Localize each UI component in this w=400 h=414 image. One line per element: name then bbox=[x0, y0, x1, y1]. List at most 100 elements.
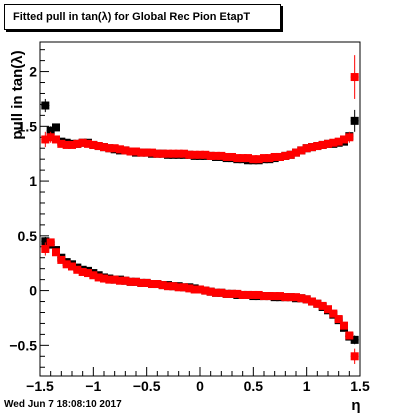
data-point bbox=[126, 147, 135, 156]
x-tick-label: −0.5 bbox=[133, 378, 161, 394]
data-point bbox=[292, 148, 300, 157]
data-point bbox=[233, 289, 242, 298]
data-point bbox=[180, 149, 188, 158]
data-point bbox=[185, 284, 194, 293]
data-point bbox=[340, 135, 348, 144]
data-point bbox=[84, 139, 92, 148]
data-point bbox=[89, 271, 98, 280]
x-tick-label: −1.5 bbox=[26, 378, 54, 394]
chart-title-box: Fitted pull in tan(λ) for Global Rec Pio… bbox=[4, 4, 281, 30]
data-point bbox=[137, 278, 146, 287]
data-point bbox=[276, 292, 284, 301]
data-point bbox=[169, 149, 178, 158]
data-point bbox=[142, 148, 151, 157]
data-point bbox=[94, 142, 103, 151]
data-point bbox=[302, 144, 311, 153]
data-point bbox=[324, 305, 332, 314]
data-point bbox=[206, 287, 215, 296]
data-point bbox=[350, 73, 359, 82]
data-point bbox=[158, 281, 167, 290]
data-point bbox=[116, 145, 124, 154]
data-point bbox=[270, 152, 279, 161]
data-point bbox=[217, 288, 226, 297]
x-tick-label: 0 bbox=[196, 378, 204, 394]
x-tick-label: 0.5 bbox=[244, 378, 264, 394]
data-point bbox=[345, 133, 354, 142]
data-point bbox=[110, 275, 119, 284]
data-point bbox=[334, 315, 343, 324]
data-point bbox=[94, 273, 103, 282]
data-point bbox=[180, 283, 188, 292]
data-point bbox=[62, 140, 71, 149]
data-point bbox=[78, 138, 87, 147]
data-point bbox=[244, 154, 252, 163]
data-point bbox=[244, 290, 252, 299]
data-point bbox=[62, 260, 71, 269]
data-point bbox=[329, 309, 338, 318]
data-point bbox=[222, 289, 231, 298]
data-point bbox=[121, 276, 130, 285]
data-series bbox=[41, 55, 359, 164]
data-point bbox=[52, 248, 60, 257]
data-point bbox=[41, 244, 50, 253]
y-tick-label: 1.5 bbox=[18, 118, 38, 134]
data-point bbox=[73, 265, 82, 274]
data-point bbox=[68, 262, 76, 271]
data-point bbox=[308, 143, 316, 152]
data-point bbox=[206, 151, 215, 160]
data-point bbox=[158, 149, 167, 158]
data-point bbox=[201, 286, 210, 295]
data-point bbox=[308, 297, 316, 306]
data-point bbox=[350, 116, 359, 125]
data-point bbox=[41, 237, 50, 246]
data-point bbox=[126, 277, 135, 286]
y-tick-label: 1 bbox=[29, 173, 37, 189]
data-point bbox=[132, 277, 140, 286]
data-point bbox=[153, 149, 162, 158]
data-point bbox=[217, 151, 226, 160]
data-point bbox=[174, 149, 183, 158]
data-point bbox=[105, 275, 114, 284]
data-point bbox=[201, 150, 210, 159]
data-point bbox=[185, 150, 194, 159]
data-point bbox=[196, 150, 204, 159]
data-point bbox=[238, 290, 247, 299]
data-point bbox=[270, 292, 279, 301]
data-point bbox=[324, 139, 332, 148]
x-tick-label: 1 bbox=[303, 378, 311, 394]
y-axis-label: pull in tan(λ) bbox=[9, 50, 26, 139]
y-tick-label: 0.5 bbox=[18, 228, 38, 244]
data-point bbox=[318, 140, 327, 149]
data-point bbox=[41, 101, 50, 110]
data-point bbox=[313, 142, 322, 151]
data-point bbox=[190, 150, 199, 159]
data-point bbox=[265, 292, 274, 301]
data-point bbox=[148, 148, 156, 157]
data-point bbox=[57, 255, 66, 264]
y-tick-label: −0.5 bbox=[9, 337, 37, 353]
data-point bbox=[260, 292, 268, 301]
data-point bbox=[281, 151, 290, 160]
data-point bbox=[89, 140, 98, 149]
data-point bbox=[121, 146, 130, 155]
data-point bbox=[212, 151, 220, 160]
data-point bbox=[142, 278, 151, 287]
data-point bbox=[254, 155, 263, 164]
data-point bbox=[233, 154, 242, 163]
data-point bbox=[46, 133, 55, 142]
data-point bbox=[57, 139, 66, 148]
data-point bbox=[313, 299, 322, 308]
data-point bbox=[260, 154, 268, 163]
data-point bbox=[302, 295, 311, 304]
data-point bbox=[286, 293, 295, 302]
data-point bbox=[169, 282, 178, 291]
x-tick-label: −1 bbox=[85, 378, 101, 394]
data-point bbox=[52, 123, 60, 132]
data-point bbox=[249, 290, 258, 299]
data-point bbox=[116, 276, 124, 285]
data-point bbox=[329, 138, 338, 147]
data-point bbox=[297, 146, 306, 155]
data-point bbox=[190, 285, 199, 294]
data-point bbox=[297, 294, 306, 303]
y-tick-label: 0 bbox=[29, 283, 37, 299]
